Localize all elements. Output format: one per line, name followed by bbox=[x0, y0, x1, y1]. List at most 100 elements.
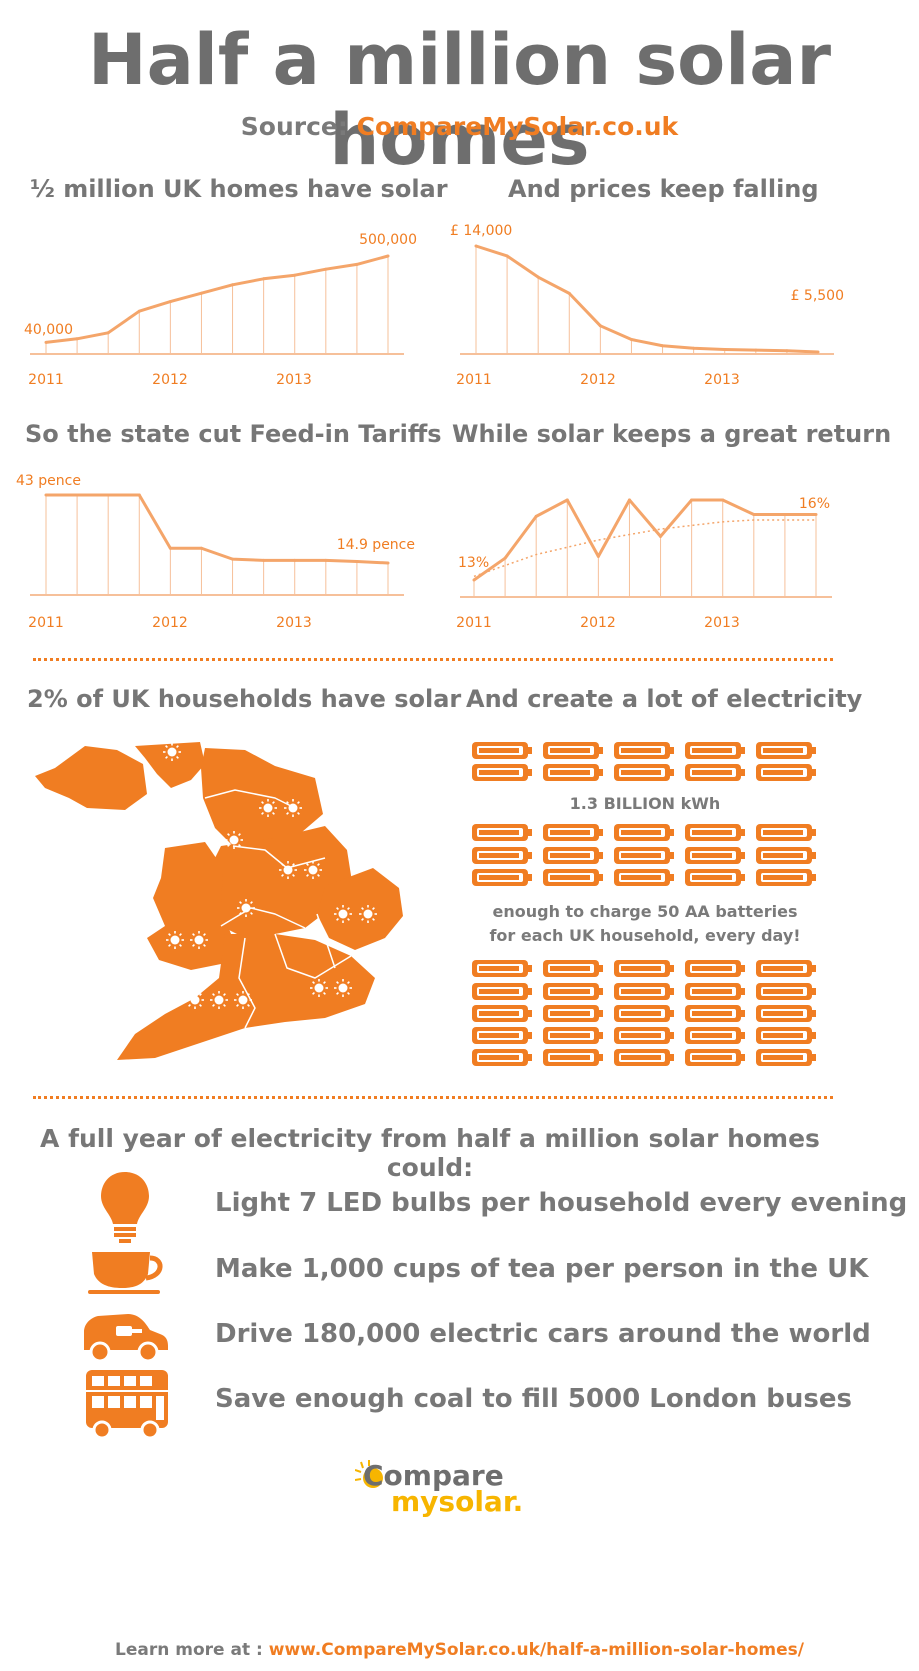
sun-icon bbox=[237, 899, 255, 917]
data-point bbox=[324, 558, 328, 562]
fact-text: Light 7 LED bulbs per household every ev… bbox=[215, 1188, 908, 1218]
logo[interactable]: Compare mysolar. bbox=[355, 1460, 523, 1520]
data-point bbox=[567, 291, 571, 295]
fact-text: Drive 180,000 electric cars around the w… bbox=[215, 1319, 871, 1349]
data-label-end: 16% bbox=[799, 496, 830, 512]
data-label-start: £ 14,000 bbox=[450, 223, 512, 239]
battery-icon bbox=[543, 983, 603, 1000]
data-point bbox=[659, 534, 663, 538]
battery-icon bbox=[472, 742, 532, 759]
data-point bbox=[106, 493, 110, 497]
electric-car-icon bbox=[84, 1314, 168, 1362]
battery-icon bbox=[472, 847, 532, 864]
chart-title-returns: While solar keeps a great return bbox=[452, 420, 892, 448]
series-line bbox=[475, 244, 819, 354]
battery-icon bbox=[685, 1049, 745, 1066]
x-tick-label: 2012 bbox=[152, 615, 188, 631]
footer-prefix: Learn more at : bbox=[115, 1640, 263, 1660]
data-point bbox=[168, 546, 172, 550]
data-point bbox=[44, 340, 48, 344]
teacup-icon bbox=[88, 1252, 163, 1294]
data-point bbox=[355, 262, 359, 266]
battery-icon bbox=[472, 764, 532, 781]
data-point bbox=[692, 346, 696, 350]
data-point bbox=[598, 324, 602, 328]
battery-icon bbox=[756, 764, 816, 781]
sun-icon bbox=[359, 905, 377, 923]
sun-icon bbox=[163, 743, 181, 761]
battery-icon bbox=[614, 1049, 674, 1066]
data-point bbox=[627, 498, 631, 502]
scotland-region bbox=[135, 742, 205, 788]
battery-icon bbox=[543, 960, 603, 977]
battery-icon bbox=[614, 1005, 674, 1022]
data-point bbox=[629, 338, 633, 342]
x-tick-label: 2012 bbox=[580, 372, 616, 388]
data-point bbox=[596, 554, 600, 558]
data-point bbox=[386, 561, 390, 565]
battery-icon bbox=[543, 869, 603, 886]
sun-icon bbox=[186, 991, 204, 1009]
source-link[interactable]: CompareMySolar.co.uk bbox=[356, 112, 679, 141]
battery-icon bbox=[756, 983, 816, 1000]
data-label-start: 40,000 bbox=[24, 322, 73, 338]
data-point bbox=[814, 513, 818, 517]
sun-icon bbox=[310, 979, 328, 997]
x-tick-label: 2012 bbox=[152, 372, 188, 388]
chart-title-prices: And prices keep falling bbox=[508, 175, 819, 203]
x-tick-label: 2013 bbox=[704, 372, 740, 388]
electricity-caption-line1: enough to charge 50 AA batteries bbox=[492, 902, 798, 921]
battery-icon bbox=[472, 1027, 532, 1044]
footer-link[interactable]: www.CompareMySolar.co.uk/half-a-million-… bbox=[268, 1640, 804, 1660]
electricity-caption: enough to charge 50 AA batteries for eac… bbox=[460, 900, 830, 948]
data-point bbox=[44, 493, 48, 497]
x-tick-label: 2013 bbox=[704, 615, 740, 631]
battery-icon bbox=[685, 742, 745, 759]
battery-icon bbox=[614, 824, 674, 841]
sun-icon bbox=[210, 991, 228, 1009]
data-point bbox=[386, 254, 390, 258]
battery-icon bbox=[614, 1027, 674, 1044]
battery-icon bbox=[543, 1049, 603, 1066]
data-point bbox=[231, 557, 235, 561]
data-point bbox=[505, 254, 509, 258]
battery-icon bbox=[756, 1005, 816, 1022]
battery-icon bbox=[685, 983, 745, 1000]
uk-map bbox=[35, 742, 403, 1060]
x-tick-label: 2011 bbox=[456, 615, 492, 631]
chart-title-tariffs: So the state cut Feed-in Tariffs bbox=[25, 420, 442, 448]
logo-mysolar: mysolar. bbox=[391, 1485, 524, 1518]
sun-icon bbox=[334, 979, 352, 997]
battery-icon bbox=[543, 764, 603, 781]
battery-icon bbox=[543, 1005, 603, 1022]
logo-sun-icon bbox=[355, 1460, 383, 1488]
data-point bbox=[536, 275, 540, 279]
chart-homes: 2011 2012 2013 40,000 500,000 bbox=[24, 232, 417, 388]
sun-icon bbox=[334, 905, 352, 923]
source-prefix: Source: bbox=[240, 112, 348, 141]
battery-icon bbox=[543, 1027, 603, 1044]
data-point bbox=[137, 309, 141, 313]
data-label-end: 500,000 bbox=[359, 232, 417, 248]
battery-icon bbox=[756, 960, 816, 977]
trend-line bbox=[473, 519, 816, 578]
battery-icon bbox=[685, 960, 745, 977]
data-point bbox=[262, 277, 266, 281]
battery-icon bbox=[614, 764, 674, 781]
battery-icon bbox=[685, 847, 745, 864]
wales-region bbox=[147, 842, 231, 970]
sun-icon bbox=[166, 931, 184, 949]
electricity-title: And create a lot of electricity bbox=[466, 685, 863, 713]
facts-heading: A full year of electricity from half a m… bbox=[40, 1124, 820, 1182]
bus-icon bbox=[86, 1370, 168, 1440]
electricity-stat: 1.3 BILLION kWh bbox=[569, 794, 721, 813]
battery-icon bbox=[472, 824, 532, 841]
battery-icon bbox=[472, 869, 532, 886]
x-tick-label: 2012 bbox=[580, 615, 616, 631]
x-tick-label: 2011 bbox=[456, 372, 492, 388]
sun-icon bbox=[190, 931, 208, 949]
sun-icon bbox=[279, 861, 297, 879]
battery-icon bbox=[472, 1049, 532, 1066]
battery-icon bbox=[756, 742, 816, 759]
data-point bbox=[231, 283, 235, 287]
